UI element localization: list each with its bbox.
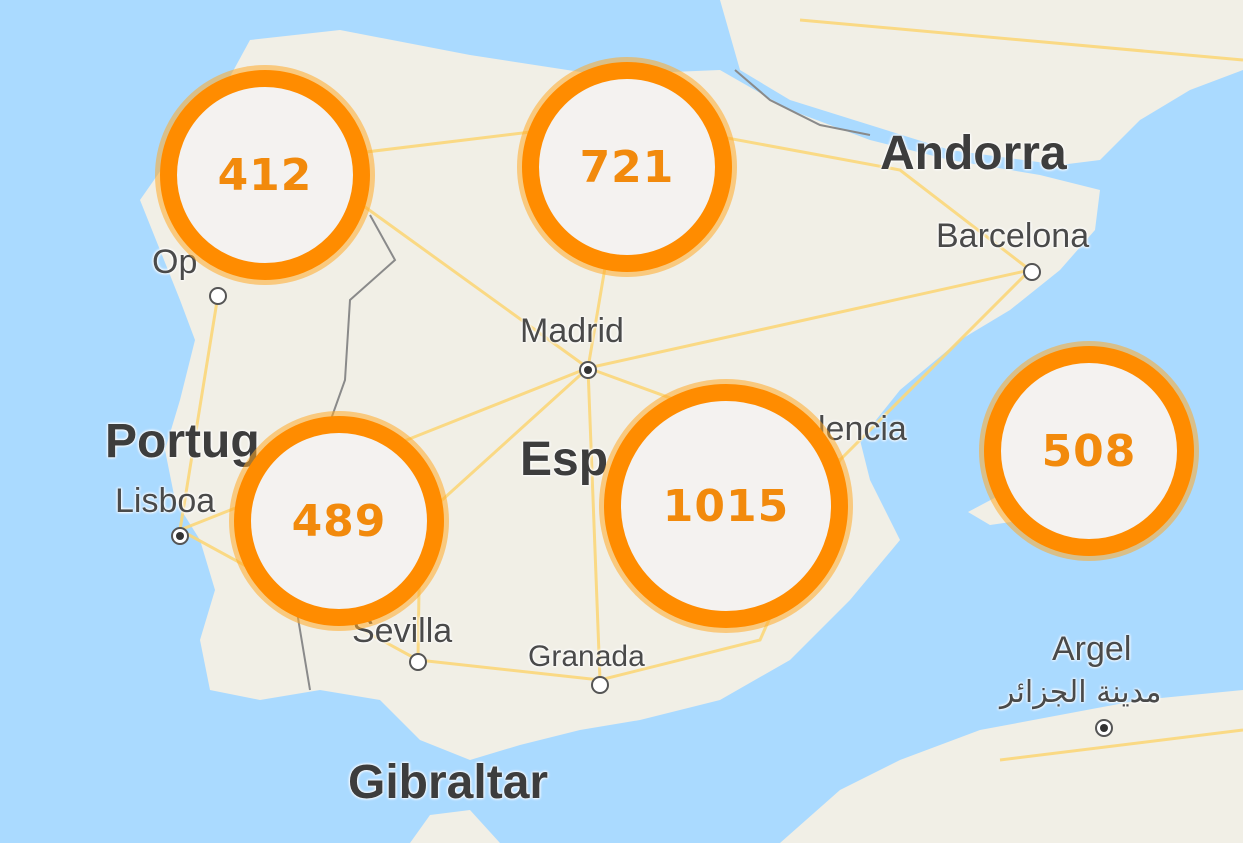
marker-granada <box>591 676 609 694</box>
label-lisboa: Lisboa <box>115 482 216 520</box>
label-espana: Esp <box>520 433 609 486</box>
marker-lisboa <box>171 527 189 545</box>
marker-madrid <box>579 361 597 379</box>
france-land <box>720 0 1243 165</box>
marker-barcelona <box>1023 263 1041 281</box>
cluster-marker-southeast[interactable]: 1015 <box>604 384 848 628</box>
cluster-marker-galicia[interactable]: 412 <box>160 70 370 280</box>
cluster-marker-north[interactable]: 721 <box>522 62 732 272</box>
marker-porto <box>209 287 227 305</box>
label-argel: Argel <box>1052 630 1132 668</box>
label-gibraltar: Gibraltar <box>348 756 549 809</box>
cluster-marker-balearic[interactable]: 508 <box>984 346 1194 556</box>
cluster-count: 508 <box>1041 425 1137 477</box>
cluster-count: 412 <box>217 149 313 201</box>
label-granada: Granada <box>528 640 645 673</box>
cluster-count: 489 <box>291 495 387 547</box>
label-argel-arabic: مدينة الجزائر <box>1000 675 1162 710</box>
label-barcelona: Barcelona <box>936 217 1090 255</box>
cluster-marker-southwest[interactable]: 489 <box>234 416 444 626</box>
label-madrid: Madrid <box>520 312 624 350</box>
africa-land <box>780 690 1243 843</box>
label-portugal: Portug <box>105 415 260 468</box>
marker-argel <box>1095 719 1113 737</box>
label-valencia: lencia <box>818 410 907 448</box>
cluster-count: 721 <box>579 141 675 193</box>
cluster-count: 1015 <box>662 480 790 532</box>
label-porto: Op <box>152 243 198 281</box>
label-andorra: Andorra <box>880 127 1067 180</box>
marker-sevilla <box>409 653 427 671</box>
